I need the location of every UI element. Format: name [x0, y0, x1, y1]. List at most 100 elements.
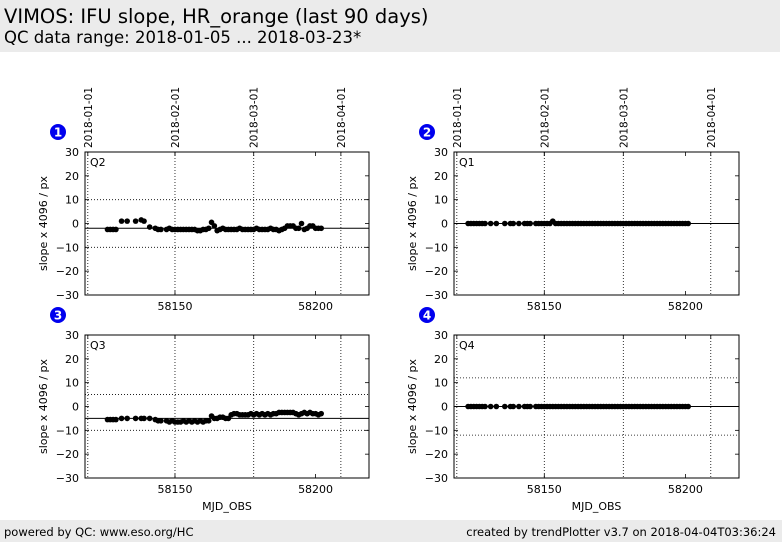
- x-tick-label: 58150: [157, 300, 192, 313]
- data-point: [118, 218, 125, 224]
- y-tick-label: 20: [65, 170, 79, 183]
- data-point: [158, 418, 164, 424]
- date-tick-label: 2018-01-01: [83, 87, 95, 148]
- chart-canvas: 2018-01-01 2018-02-01 2018-03-01 2018-04-01…: [37, 87, 740, 513]
- data-points: [104, 409, 324, 425]
- x-tick-label: 58200: [298, 300, 333, 313]
- y-tick-label: 0: [72, 218, 79, 231]
- data-point: [124, 218, 130, 224]
- panel-number-badge: [419, 307, 435, 323]
- date-tick-label: 2018-02-01: [539, 87, 551, 148]
- data-point: [527, 403, 533, 410]
- page-title: VIMOS: IFU slope, HR_orange (last 90 day…: [4, 5, 429, 28]
- y-tick-label: −30: [425, 289, 448, 302]
- y-tick-label: −20: [425, 448, 448, 461]
- x-tick-label: 58200: [668, 483, 703, 496]
- data-point: [124, 415, 130, 422]
- y-tick-label: 30: [434, 329, 448, 342]
- x-axis-label: MJD_OBS: [202, 500, 252, 513]
- date-tick-label: 2018-04-01: [706, 87, 718, 148]
- y-tick-label: 20: [65, 353, 79, 366]
- data-point: [493, 220, 500, 227]
- data-point: [487, 403, 494, 410]
- y-tick-label: 20: [434, 170, 448, 183]
- data-point: [482, 220, 488, 227]
- y-tick-label: −10: [56, 241, 79, 254]
- header-bar: VIMOS: IFU slope, HR_orange (last 90 day…: [0, 0, 780, 52]
- data-point: [501, 403, 508, 410]
- y-tick-label: 0: [72, 401, 79, 414]
- data-point: [318, 410, 324, 417]
- x-tick-label: 58150: [527, 483, 562, 496]
- data-point: [501, 220, 508, 227]
- data-point: [141, 218, 147, 224]
- data-point: [113, 416, 119, 423]
- data-point: [132, 415, 139, 422]
- data-point: [141, 415, 147, 422]
- y-tick-label: −10: [425, 241, 448, 254]
- y-axis-label: slope x 4096 / px: [37, 176, 50, 271]
- data-point: [487, 220, 494, 227]
- quadrant-label: Q1: [459, 156, 475, 169]
- panel-number: 4: [423, 309, 431, 323]
- plot-panel-2: 2018-01-01 2018-02-01 2018-03-01 2018-04-01…: [406, 87, 740, 313]
- data-point: [298, 220, 305, 227]
- date-tick-label: 2018-02-01: [170, 87, 182, 148]
- y-tick-label: −10: [425, 424, 448, 437]
- plot-panel-3: 30 20 10 0 −10 −20 −30 58150 58200 Q3 slope x 4096…: [37, 307, 370, 513]
- quadrant-label: Q4: [459, 339, 475, 352]
- data-point: [482, 403, 488, 410]
- y-tick-label: 30: [65, 329, 79, 342]
- y-tick-label: −30: [425, 472, 448, 485]
- data-point: [205, 225, 212, 232]
- y-tick-label: 10: [65, 194, 79, 207]
- data-point: [318, 225, 324, 232]
- data-point: [516, 220, 522, 227]
- panel-number-badge: [50, 307, 66, 323]
- data-point: [205, 418, 212, 424]
- data-point: [510, 220, 517, 227]
- plot-panel-1: 2018-01-01 2018-02-01 2018-03-01 2018-04-01…: [37, 87, 370, 313]
- data-point: [146, 224, 153, 230]
- y-axis-label: slope x 4096 / px: [406, 359, 419, 454]
- y-tick-label: −20: [56, 265, 79, 278]
- data-point: [685, 403, 692, 410]
- data-point: [113, 226, 119, 233]
- y-tick-label: −20: [425, 265, 448, 278]
- footer-credit-link[interactable]: powered by QC: www.eso.org/HC: [4, 525, 194, 539]
- data-point: [510, 403, 517, 410]
- date-tick-label: 2018-03-01: [249, 87, 261, 148]
- data-point: [211, 223, 218, 229]
- panel-number: 1: [54, 126, 62, 140]
- data-point: [158, 226, 164, 233]
- y-tick-label: 10: [434, 194, 448, 207]
- date-tick-label: 2018-04-01: [336, 87, 348, 148]
- data-point: [516, 403, 522, 410]
- footer-created-info: created by trendPlotter v3.7 on 2018-04-…: [466, 525, 776, 539]
- data-point: [146, 415, 153, 422]
- x-tick-label: 58200: [668, 300, 703, 313]
- y-tick-label: 0: [441, 401, 448, 414]
- y-tick-label: 0: [441, 218, 448, 231]
- y-axis-label: slope x 4096 / px: [406, 176, 419, 271]
- y-tick-label: −30: [56, 289, 79, 302]
- y-tick-label: 10: [65, 377, 79, 390]
- y-tick-label: 30: [434, 146, 448, 159]
- data-point: [685, 220, 692, 227]
- y-tick-label: 20: [434, 353, 448, 366]
- panel-number-badge: [419, 124, 435, 140]
- data-point: [295, 225, 302, 232]
- data-points: [104, 217, 324, 234]
- plot-panel-4: 30 20 10 0 −10 −20 −30 58150 58200 Q4 slope x 4096…: [406, 307, 740, 513]
- quadrant-label: Q2: [90, 156, 106, 169]
- plot-frame: [84, 334, 370, 479]
- x-tick-label: 58150: [527, 300, 562, 313]
- x-tick-label: 58150: [157, 483, 192, 496]
- data-point: [493, 403, 500, 410]
- x-tick-label: 58200: [298, 483, 333, 496]
- data-point: [132, 218, 139, 224]
- date-tick-label: 2018-01-01: [452, 87, 464, 148]
- date-tick-label: 2018-03-01: [618, 87, 630, 148]
- data-point: [118, 415, 125, 422]
- data-points: [465, 218, 692, 227]
